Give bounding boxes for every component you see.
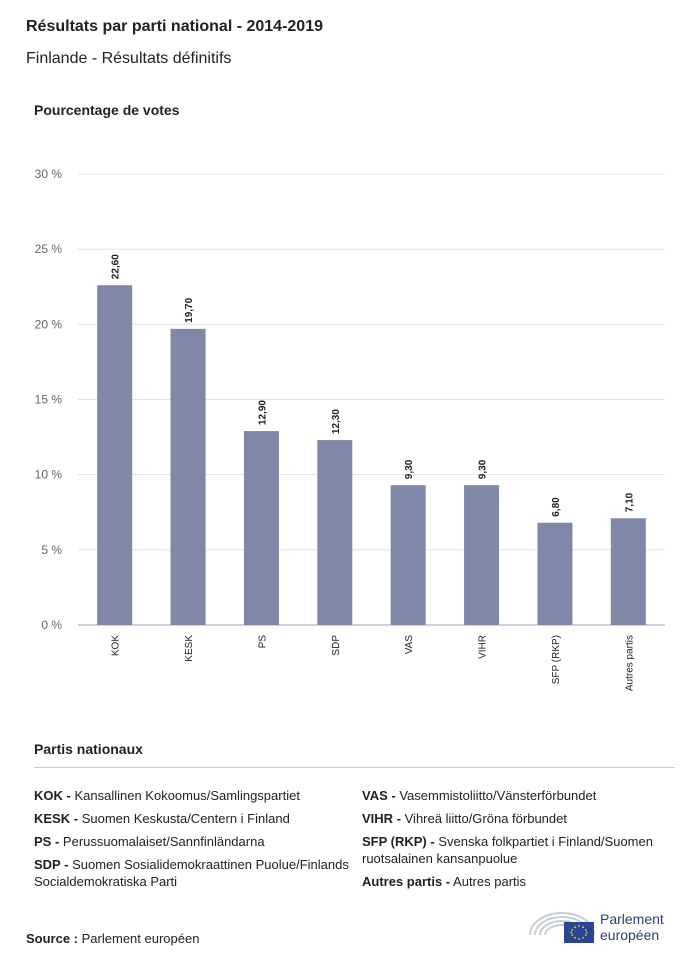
y-tick-label: 0 % (41, 618, 62, 632)
legend-item: Autres partis - Autres partis (362, 873, 682, 890)
legend-item: KOK - Kansallinen Kokoomus/Samlingsparti… (34, 787, 354, 804)
legend-column-right: VAS - Vasemmistoliitto/Vänsterförbundet … (362, 787, 682, 896)
data-label: 12,90 (257, 400, 268, 425)
bar-vas (390, 485, 426, 625)
legend-code: KOK - (34, 788, 71, 803)
data-label: 7,10 (624, 492, 635, 512)
y-tick-label: 15 % (35, 393, 63, 407)
legend-title: Partis nationaux (34, 741, 143, 757)
legend-code: SDP - (34, 857, 69, 872)
legend-text: Perussuomalaiset/Sannfinländarna (62, 834, 265, 849)
legend-code: VIHR - (362, 811, 401, 826)
y-tick-label: 20 % (35, 317, 63, 331)
bar-vihr (464, 485, 500, 625)
legend-text: Autres partis (453, 874, 527, 889)
bar-chart: 0 % 5 % 10 % 15 % 20 % 25 % 30 % 22,60 KOK 19,70 K… (35, 167, 665, 691)
bar-kesk (170, 328, 206, 625)
logo-line-2: européen (600, 927, 660, 943)
x-tick-label: KOK (111, 635, 122, 656)
legend-item: SDP - Suomen Sosialidemokraattinen Puolu… (34, 856, 354, 890)
legend-item: SFP (RKP) - Svenska folkpartiet i Finlan… (362, 833, 682, 867)
chart-title: Résultats par parti national - 2014-2019 (26, 18, 323, 35)
y-tick-label: 5 % (41, 543, 62, 557)
x-tick-label: SFP (RKP) (551, 635, 562, 684)
logo-line-1: Parlement (600, 911, 664, 927)
bar-kok (97, 285, 133, 625)
bar-sdp (317, 440, 353, 625)
legend-code: KESK - (34, 811, 79, 826)
data-label: 12,30 (331, 409, 342, 434)
legend-column-left: KOK - Kansallinen Kokoomus/Samlingsparti… (34, 787, 354, 896)
data-label: 22,60 (111, 254, 122, 279)
legend-text: Vihreä liitto/Gröna förbundet (404, 811, 567, 826)
x-tick-label: VAS (404, 635, 415, 655)
legend-text: Svenska folkpartiet i Finland/Suomen ruo… (362, 834, 653, 866)
chart-subtitle: Finlande - Résultats définitifs (26, 50, 232, 67)
y-axis-label: Pourcentage de votes (34, 102, 180, 118)
legend-code: PS - (34, 834, 60, 849)
x-tick-label: KESK (184, 635, 195, 662)
source-note: Source : Parlement européen (26, 931, 199, 946)
bar-ps (243, 431, 279, 625)
legend-divider (34, 767, 675, 768)
legend-text: Suomen Keskusta/Centern i Finland (81, 811, 290, 826)
legend-text: Vasemmistoliitto/Vänsterförbundet (399, 788, 597, 803)
legend-item: PS - Perussuomalaiset/Sannfinländarna (34, 833, 354, 850)
legend-text: Suomen Sosialidemokraattinen Puolue/Finl… (34, 857, 349, 889)
source-label: Source : (26, 931, 79, 946)
data-label: 6,80 (551, 497, 562, 517)
legend-code: VAS - (362, 788, 396, 803)
logo-text: Parlement européen (600, 911, 664, 943)
legend-code: SFP (RKP) - (362, 834, 435, 849)
legend-item: VIHR - Vihreä liitto/Gröna förbundet (362, 810, 682, 827)
x-tick-label: SDP (331, 635, 342, 656)
y-tick-label: 25 % (35, 242, 63, 256)
x-tick-label: Autres partis (624, 635, 635, 691)
legend-code: Autres partis - (362, 874, 451, 889)
data-label: 9,30 (478, 459, 489, 479)
y-tick-label: 30 % (35, 167, 63, 181)
x-tick-label: PS (257, 635, 268, 649)
bar-autres-partis (610, 518, 646, 625)
legend-text: Kansallinen Kokoomus/Samlingspartiet (74, 788, 300, 803)
source-value: Parlement européen (81, 931, 200, 946)
bar-sfp-rkp- (537, 522, 573, 625)
data-label: 9,30 (404, 459, 415, 479)
x-tick-label: VIHR (478, 635, 489, 659)
data-label: 19,70 (184, 297, 195, 322)
y-tick-label: 10 % (35, 468, 63, 482)
parliament-logo: Parlement européen (528, 905, 678, 945)
legend-item: KESK - Suomen Keskusta/Centern i Finland (34, 810, 354, 827)
legend-item: VAS - Vasemmistoliitto/Vänsterförbundet (362, 787, 682, 804)
european-parliament-hemicycle-eu-flag-icon (529, 912, 595, 943)
